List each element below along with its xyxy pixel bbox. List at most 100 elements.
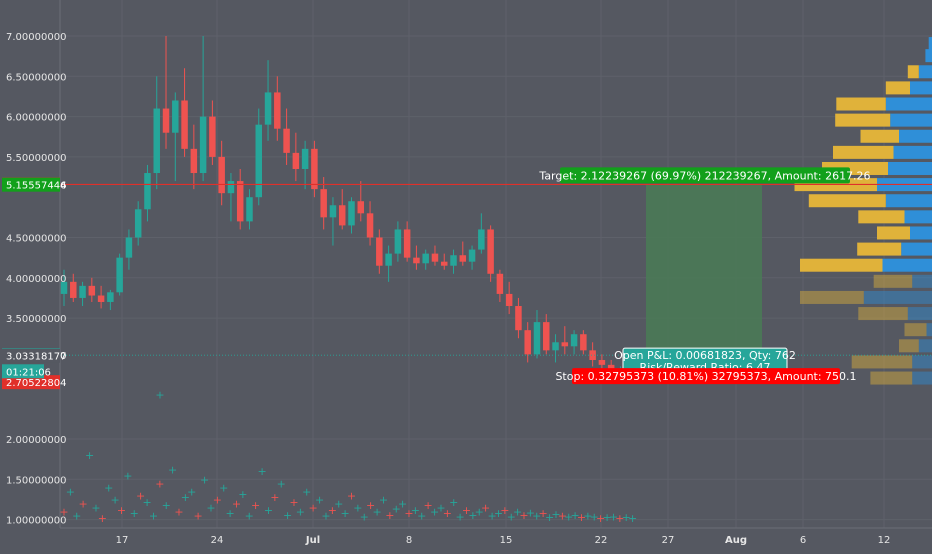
price-label-text: 5.15557444 [6,181,66,192]
x-tick-label: 27 [662,535,675,546]
volume-profile-sell-bar [861,130,900,143]
candle-body [153,109,159,173]
scatter-marker-outlier: + [155,389,164,402]
candle-body [376,238,382,266]
candle-body [181,100,187,148]
x-tick-label: 6 [800,535,806,546]
price-label-text: 2.70522804 [6,378,66,389]
candle-body [89,286,95,296]
volume-profile-buy-bar [864,291,932,304]
candle-body [116,258,122,293]
scatter-marker: + [85,449,94,462]
candle-body [265,92,271,124]
candle-body [460,255,466,261]
candle-body [348,201,354,225]
countdown-text: 01:21:06 [6,367,51,378]
scatter-marker: + [372,506,381,519]
candle-body [191,149,197,173]
volume-profile-sell-bar [870,372,912,385]
candle-body [237,181,243,221]
candle-body [228,181,234,193]
volume-profile-sell-bar [857,243,901,256]
candle-body [524,330,530,354]
candle-body [385,254,391,266]
candle-body [395,229,401,253]
scatter-marker: + [449,496,458,509]
scatter-marker: + [168,464,177,477]
volume-profile-buy-bar [919,339,932,352]
candle-body [339,205,345,225]
candle-body [126,238,132,258]
stop-label: Stop: 0.32795373 (10.81%) 32795373, Amou… [555,370,856,383]
y-tick-label: 6.50000000 [6,72,66,83]
volume-profile-sell-bar [852,355,913,368]
volume-profile-buy-bar [899,130,932,143]
scatter-marker: + [187,485,196,498]
volume-profile-sell-bar [835,114,890,127]
x-tick-label: 8 [406,535,412,546]
candle-body [534,322,540,354]
scatter-marker: + [443,507,452,520]
volume-profile-sell-bar [833,146,894,159]
volume-profile-sell-bar [858,210,904,223]
candle-body [320,189,326,217]
volume-profile-sell-bar [809,194,886,207]
volume-profile-sell-bar [877,226,910,239]
volume-profile-sell-bar [899,339,919,352]
y-tick-label: 3.50000000 [6,314,66,325]
volume-profile-buy-bar [883,259,932,272]
y-tick-label: 4.00000000 [6,274,66,285]
scatter-marker: + [283,509,292,522]
scatter-marker: + [219,481,228,494]
candle-body [209,117,215,157]
volume-profile-buy-bar [905,210,932,223]
candle-body [70,282,76,298]
volume-profile-buy-bar [888,162,932,175]
candle-body [515,306,521,330]
candle-body [135,209,141,237]
x-tick-label: Jul [305,535,320,546]
price-label: 3.03318177 [2,349,66,363]
candle-body [144,173,150,209]
candle-body [107,292,113,302]
volume-profile-sell-bar [858,307,908,320]
volume-profile-buy-bar [925,49,932,62]
candle-body [450,255,456,265]
scatter-marker: + [117,504,126,517]
candle-body [302,149,308,169]
volume-profile-buy-bar [901,243,932,256]
candle-body [367,213,373,237]
x-tick-label: 15 [500,535,513,546]
volume-profile-sell-bar [908,65,919,78]
volume-profile-buy-bar [912,275,932,288]
candle-body [200,117,206,173]
candle-body [98,296,104,302]
scatter-marker: + [341,507,350,520]
candle-body [441,262,447,266]
volume-profile-buy-bar [908,307,932,320]
volume-profile-buy-bar [919,65,932,78]
candle-body [599,360,605,365]
target-zone [646,184,762,355]
scatter-marker: + [238,488,247,501]
candle-body [543,322,549,350]
scatter-marker: + [174,506,183,519]
volume-profile-sell-bar [800,291,864,304]
target-label: Target: 2.12239267 (69.97%) 212239267, A… [538,169,870,182]
candle-body [330,205,336,217]
volume-profile-buy-bar [912,355,932,368]
candle-body [497,274,503,294]
scatter-marker: + [296,506,305,519]
scatter-marker: + [315,493,324,506]
scatter-marker: + [72,510,81,523]
scatter-marker: + [104,481,113,494]
price-label: 5.15557444 [2,178,66,192]
y-tick-label: 1.50000000 [6,475,66,486]
x-tick-label: 24 [211,535,224,546]
scatter-marker: + [130,507,139,520]
scatter-marker: + [360,510,369,523]
candle-body [293,153,299,169]
